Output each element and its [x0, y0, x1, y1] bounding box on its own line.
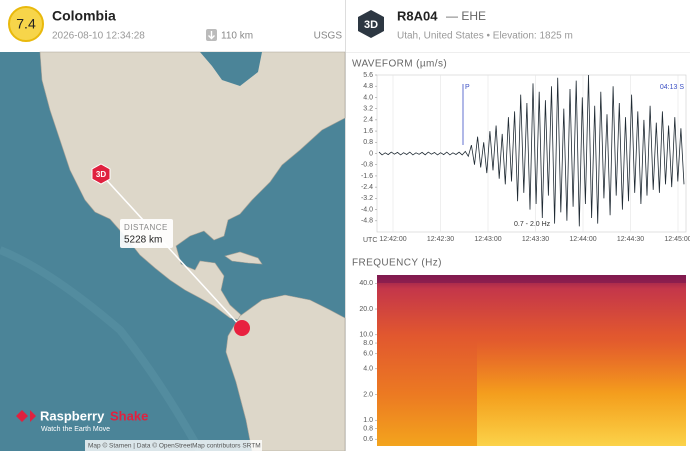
station-badge-label: 3D	[364, 19, 378, 31]
y-tick-label: -2.4	[361, 184, 373, 191]
s-phase: 04:13 S	[660, 84, 684, 91]
cuba	[224, 251, 263, 265]
magnitude-badge	[8, 6, 44, 42]
south-america	[225, 294, 346, 451]
filter: 0.7 - 2.0 Hz	[514, 221, 551, 228]
x-unit: UTC	[363, 237, 377, 244]
y-tick-label: 6.0	[363, 351, 373, 358]
region: Colombia	[52, 8, 116, 24]
hudson-bay	[200, 52, 262, 86]
station-marker-label: 3D	[96, 170, 106, 179]
depth: 110 km	[221, 31, 253, 42]
event-header	[0, 0, 345, 52]
spectrogram-top	[377, 275, 686, 283]
y-tick-label: 0.8	[363, 139, 373, 146]
y-tick-label: 5.6	[363, 72, 373, 79]
distance-line	[100, 173, 243, 329]
frequency-title: FREQUENCY (Hz)	[352, 258, 442, 269]
depth-arrow	[208, 31, 215, 40]
y-tick-label: -3.2	[361, 195, 373, 202]
waveform-title: WAVEFORM (µm/s)	[352, 59, 447, 70]
attribution: Map © Stamen | Data © OpenStreetMap cont…	[88, 442, 261, 450]
x-tick-label: 12:42:30	[427, 236, 454, 243]
x-tick-label: 12:44:00	[569, 236, 596, 243]
y-tick-label: 4.0	[363, 366, 373, 373]
y-tick-label: 10.0	[359, 332, 373, 339]
map[interactable]: 3D DISTANCE 5228 km Raspberry Shake Watc…	[0, 51, 346, 451]
y-tick-label: 8.0	[363, 340, 373, 347]
y-tick-label: 0.6	[363, 436, 373, 443]
y-tick-label: 4.8	[363, 83, 373, 90]
waveform-line	[378, 74, 685, 227]
y-tick-label: 1.0	[363, 417, 373, 424]
logo-tagline: Watch the Earth Move	[41, 426, 110, 433]
station-badge	[358, 10, 384, 38]
y-tick-label: -0.8	[361, 162, 373, 169]
x-tick-label: 12:43:00	[474, 236, 501, 243]
station-channel: — EHE	[446, 9, 486, 23]
distance-box	[120, 219, 173, 248]
p-phase: P	[465, 84, 470, 91]
y-tick-label: 2.4	[363, 117, 373, 124]
logo-name2: Shake	[110, 408, 148, 423]
x-tick-label: 12:45:00	[664, 236, 690, 243]
y-tick-label: 20.0	[359, 306, 373, 313]
ocean-shade	[0, 246, 204, 451]
y-tick-label: 1.6	[363, 128, 373, 135]
distance: 5228 km	[124, 235, 162, 246]
y-tick-label: -4.8	[361, 218, 373, 225]
logo-mark	[16, 410, 36, 422]
attribution-bar	[85, 440, 262, 451]
y-tick-label: 0.8	[363, 425, 373, 432]
north-america	[39, 51, 346, 322]
station-marker[interactable]	[91, 163, 111, 185]
y-tick-label: 2.0	[363, 391, 373, 398]
y-tick-label: 3.2	[363, 105, 373, 112]
x-tick-label: 12:42:00	[379, 236, 406, 243]
x-tick-label: 12:44:30	[617, 236, 644, 243]
y-tick-label: 40.0	[359, 280, 373, 287]
x-tick-label: 12:43:30	[522, 236, 549, 243]
epicenter[interactable]	[234, 320, 250, 336]
y-tick-label: 0	[369, 150, 373, 157]
y-tick-label: 4.0	[363, 94, 373, 101]
source: USGS	[314, 31, 343, 42]
station-code: R8A04	[397, 8, 438, 23]
spectrogram-signal	[477, 340, 686, 446]
event-time: 2026-08-10 12:34:28	[52, 31, 145, 42]
y-tick-label: -1.6	[361, 173, 373, 180]
logo-name: Raspberry	[40, 408, 105, 423]
station-location: Utah, United States • Elevation: 1825 m	[397, 31, 573, 42]
magnitude: 7.4	[16, 16, 36, 32]
distance-label: DISTANCE	[124, 223, 168, 232]
y-tick-label: -4.0	[361, 206, 373, 213]
